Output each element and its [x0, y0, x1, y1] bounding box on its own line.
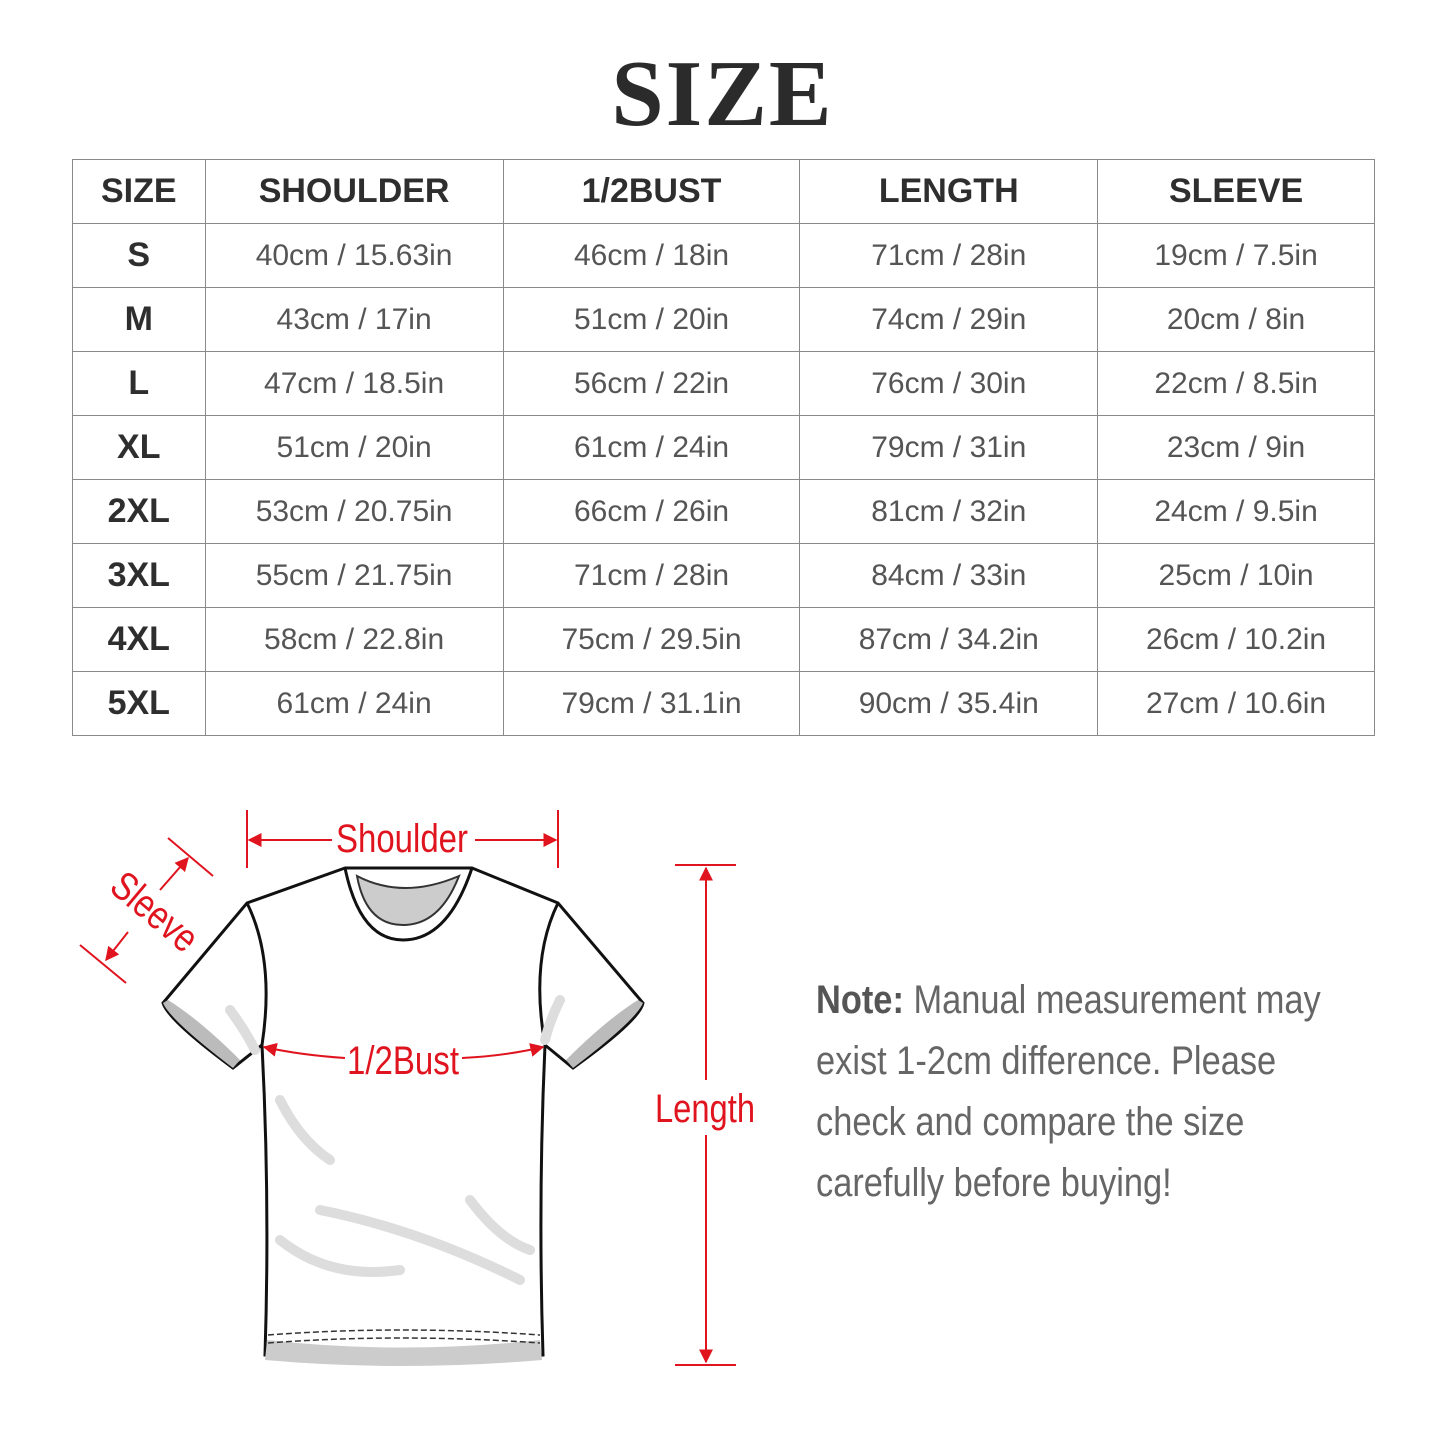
measurement-cell: 24cm / 9.5in — [1097, 479, 1375, 544]
measurement-cell: 76cm / 30in — [799, 351, 1099, 416]
measurement-cell: 71cm / 28in — [502, 543, 801, 608]
measurement-cell: 26cm / 10.2in — [1097, 607, 1375, 672]
column-header: LENGTH — [799, 159, 1099, 224]
measurement-cell: 43cm / 17in — [204, 287, 504, 352]
measurement-cell: 51cm / 20in — [204, 415, 504, 480]
size-cell: 3XL — [72, 543, 206, 608]
measurement-cell: 74cm / 29in — [799, 287, 1099, 352]
shoulder-measure: Shoulder — [246, 810, 559, 868]
measurement-cell: 55cm / 21.75in — [204, 543, 504, 608]
size-cell: 5XL — [72, 671, 206, 736]
measurement-cell: 53cm / 20.75in — [204, 479, 504, 544]
table-row: M 43cm / 17in 51cm / 20in 74cm / 29in 20cm /… — [72, 287, 1375, 352]
measurement-cell: 61cm / 24in — [502, 415, 801, 480]
measurement-cell: 47cm / 18.5in — [204, 351, 504, 416]
table-row: 2XL 53cm / 20.75in 66cm / 26in 81cm / 32in 2… — [72, 479, 1375, 544]
note-line: Manual measurement may — [903, 978, 1321, 1022]
size-table: SIZE SHOULDER 1/2BUST LENGTH SLEEVE S 40cm / … — [72, 159, 1375, 736]
measurement-cell: 40cm / 15.63in — [204, 223, 504, 288]
note-label: Note: — [816, 978, 904, 1022]
note-line: carefully before buying! — [816, 1161, 1172, 1205]
size-cell: L — [72, 351, 206, 416]
bust-measure: 1/2Bust — [262, 1039, 545, 1083]
page-title: SIZE — [611, 42, 834, 146]
measurement-cell: 58cm / 22.8in — [204, 607, 504, 672]
measurement-cell: 51cm / 20in — [502, 287, 801, 352]
table-row: XL 51cm / 20in 61cm / 24in 79cm / 31in 23cm … — [72, 415, 1375, 480]
note-line: check and compare the size — [816, 1100, 1245, 1144]
measurement-cell: 46cm / 18in — [502, 223, 801, 288]
measurement-cell: 79cm / 31.1in — [502, 671, 801, 736]
measurement-cell: 61cm / 24in — [204, 671, 504, 736]
measurement-cell: 90cm / 35.4in — [799, 671, 1099, 736]
measurement-cell: 27cm / 10.6in — [1097, 671, 1375, 736]
measurement-cell: 79cm / 31in — [799, 415, 1099, 480]
measurement-cell: 23cm / 9in — [1097, 415, 1375, 480]
measurement-cell: 84cm / 33in — [799, 543, 1099, 608]
table-header-row: SIZE SHOULDER 1/2BUST LENGTH SLEEVE — [72, 159, 1375, 224]
tshirt-icon — [161, 866, 645, 1366]
note-line: exist 1-2cm difference. Please — [816, 1039, 1277, 1083]
bust-label: 1/2Bust — [347, 1039, 459, 1083]
table-row: 3XL 55cm / 21.75in 71cm / 28in 84cm / 33in 2… — [72, 543, 1375, 608]
measurement-cell: 25cm / 10in — [1097, 543, 1375, 608]
column-header: SIZE — [72, 159, 206, 224]
size-cell: 4XL — [72, 607, 206, 672]
length-label: Length — [655, 1087, 755, 1131]
measurement-cell: 56cm / 22in — [502, 351, 801, 416]
measurement-cell: 19cm / 7.5in — [1097, 223, 1375, 288]
column-header: SLEEVE — [1097, 159, 1375, 224]
size-cell: 2XL — [72, 479, 206, 544]
measurement-cell: 66cm / 26in — [502, 479, 801, 544]
table-row: 5XL 61cm / 24in 79cm / 31.1in 90cm / 35.4in… — [72, 671, 1375, 736]
measurement-cell: 81cm / 32in — [799, 479, 1099, 544]
size-cell: M — [72, 287, 206, 352]
table-row: S 40cm / 15.63in 46cm / 18in 71cm / 28in 19c… — [72, 223, 1375, 288]
measurement-cell: 75cm / 29.5in — [502, 607, 801, 672]
table-row: L 47cm / 18.5in 56cm / 22in 76cm / 30in 22cm… — [72, 351, 1375, 416]
note: Note: Manual measurement may exist 1-2cm… — [816, 970, 1349, 1214]
column-header: 1/2BUST — [502, 159, 801, 224]
measurement-cell: 20cm / 8in — [1097, 287, 1375, 352]
sleeve-measure: Sleeve — [79, 837, 214, 984]
size-cell: S — [72, 223, 206, 288]
length-measure: Length — [655, 864, 755, 1366]
measurement-cell: 22cm / 8.5in — [1097, 351, 1375, 416]
shoulder-label: Shoulder — [336, 817, 468, 861]
